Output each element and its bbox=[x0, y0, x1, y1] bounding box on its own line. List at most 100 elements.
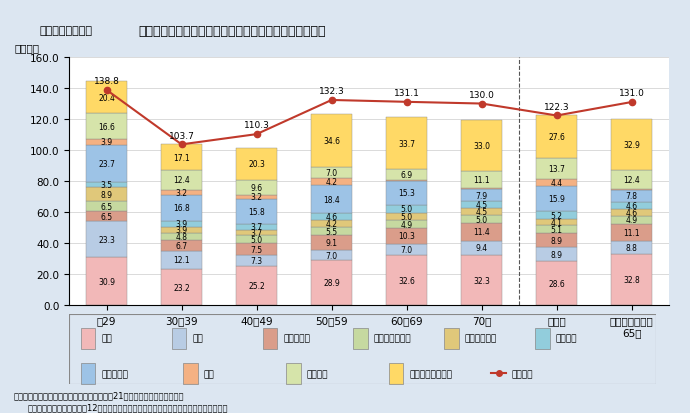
Bar bbox=[184, 363, 198, 384]
Text: 16.6: 16.6 bbox=[98, 122, 115, 131]
Text: その他の消費支出: その他の消費支出 bbox=[409, 369, 452, 378]
Text: 4.9: 4.9 bbox=[401, 220, 413, 229]
Bar bbox=[461, 190, 502, 202]
Bar bbox=[386, 182, 427, 205]
Bar bbox=[81, 363, 95, 384]
Bar bbox=[286, 363, 301, 384]
Bar bbox=[161, 195, 202, 221]
Text: 11.1: 11.1 bbox=[473, 176, 490, 185]
Text: 教育: 教育 bbox=[204, 369, 215, 378]
Bar bbox=[161, 270, 202, 306]
Text: 32.3: 32.3 bbox=[473, 276, 490, 285]
Text: 被服及び履物: 被服及び履物 bbox=[465, 334, 497, 343]
Text: 130.0: 130.0 bbox=[469, 91, 495, 100]
Bar bbox=[386, 244, 427, 255]
Bar bbox=[86, 202, 127, 211]
Bar bbox=[236, 255, 277, 267]
Text: 8.9: 8.9 bbox=[101, 190, 112, 199]
Bar bbox=[86, 258, 127, 306]
Bar bbox=[461, 256, 502, 306]
Text: 7.0: 7.0 bbox=[326, 169, 337, 178]
Bar bbox=[461, 241, 502, 256]
Text: 110.3: 110.3 bbox=[244, 121, 270, 130]
Text: 9.4: 9.4 bbox=[475, 244, 488, 253]
Text: 7.0: 7.0 bbox=[401, 245, 413, 254]
Text: 11.4: 11.4 bbox=[473, 228, 490, 237]
Text: 10.3: 10.3 bbox=[398, 232, 415, 241]
Bar bbox=[311, 214, 353, 221]
Text: 5.0: 5.0 bbox=[401, 205, 413, 214]
Text: 交通・通信: 交通・通信 bbox=[101, 369, 128, 378]
Text: 9.6: 9.6 bbox=[250, 183, 263, 192]
Text: 8.9: 8.9 bbox=[551, 236, 563, 245]
Text: 30.9: 30.9 bbox=[98, 277, 115, 286]
Bar bbox=[386, 228, 427, 244]
Bar bbox=[262, 328, 277, 349]
Bar bbox=[311, 250, 353, 261]
Bar bbox=[311, 185, 353, 214]
Text: 消費支出: 消費支出 bbox=[512, 369, 533, 378]
Bar bbox=[311, 221, 353, 228]
Bar bbox=[386, 180, 427, 182]
Bar bbox=[81, 328, 95, 349]
Bar bbox=[86, 82, 127, 114]
Text: 4.9: 4.9 bbox=[626, 216, 638, 225]
Text: 32.8: 32.8 bbox=[623, 276, 640, 285]
Bar bbox=[611, 119, 653, 170]
Text: 9.1: 9.1 bbox=[326, 238, 337, 247]
Text: 131.1: 131.1 bbox=[394, 89, 420, 98]
Text: 132.3: 132.3 bbox=[319, 87, 344, 96]
Bar bbox=[386, 213, 427, 221]
Text: 7.5: 7.5 bbox=[250, 245, 263, 254]
Text: 13.7: 13.7 bbox=[549, 165, 565, 174]
Text: 15.9: 15.9 bbox=[549, 195, 565, 204]
Text: 4.6: 4.6 bbox=[626, 201, 638, 210]
Bar bbox=[461, 223, 502, 241]
Text: 33.0: 33.0 bbox=[473, 142, 490, 150]
Text: 32.9: 32.9 bbox=[623, 140, 640, 149]
Text: 103.7: 103.7 bbox=[168, 131, 195, 140]
Bar bbox=[611, 224, 653, 241]
Text: 住居: 住居 bbox=[192, 334, 203, 343]
Bar bbox=[386, 205, 427, 213]
Bar bbox=[86, 140, 127, 146]
Bar bbox=[236, 267, 277, 306]
Bar bbox=[236, 200, 277, 225]
Bar bbox=[236, 149, 277, 180]
Bar bbox=[86, 182, 127, 188]
Bar bbox=[236, 244, 277, 255]
Text: 11.1: 11.1 bbox=[624, 228, 640, 237]
Text: 8.8: 8.8 bbox=[626, 244, 638, 252]
Bar bbox=[161, 221, 202, 227]
Bar bbox=[161, 251, 202, 270]
Text: 図１－２－２－５: 図１－２－２－５ bbox=[39, 26, 92, 36]
Text: 3.9: 3.9 bbox=[101, 138, 112, 147]
Text: 5.1: 5.1 bbox=[551, 225, 563, 234]
Text: 15.8: 15.8 bbox=[248, 208, 265, 217]
Bar bbox=[536, 226, 578, 234]
Bar bbox=[86, 222, 127, 258]
Bar bbox=[236, 230, 277, 236]
Bar bbox=[311, 261, 353, 306]
Text: 光熱・水道: 光熱・水道 bbox=[283, 334, 310, 343]
Text: 7.3: 7.3 bbox=[250, 256, 263, 266]
Text: （万円）: （万円） bbox=[15, 43, 40, 53]
Text: 18.4: 18.4 bbox=[323, 195, 340, 204]
Bar bbox=[311, 228, 353, 236]
Text: 5.0: 5.0 bbox=[401, 212, 413, 221]
Bar bbox=[536, 180, 578, 187]
Text: 3.2: 3.2 bbox=[250, 193, 263, 202]
Bar bbox=[172, 328, 186, 349]
Bar bbox=[461, 121, 502, 171]
Bar bbox=[386, 221, 427, 228]
Text: 122.3: 122.3 bbox=[544, 102, 569, 112]
Text: 6.7: 6.7 bbox=[175, 241, 188, 250]
Text: 4.2: 4.2 bbox=[326, 220, 337, 229]
Text: 16.8: 16.8 bbox=[173, 204, 190, 213]
Text: 5.2: 5.2 bbox=[551, 211, 563, 220]
Bar bbox=[311, 114, 353, 168]
Bar bbox=[353, 328, 368, 349]
Bar bbox=[86, 146, 127, 182]
Bar bbox=[86, 114, 127, 140]
Bar bbox=[86, 188, 127, 202]
